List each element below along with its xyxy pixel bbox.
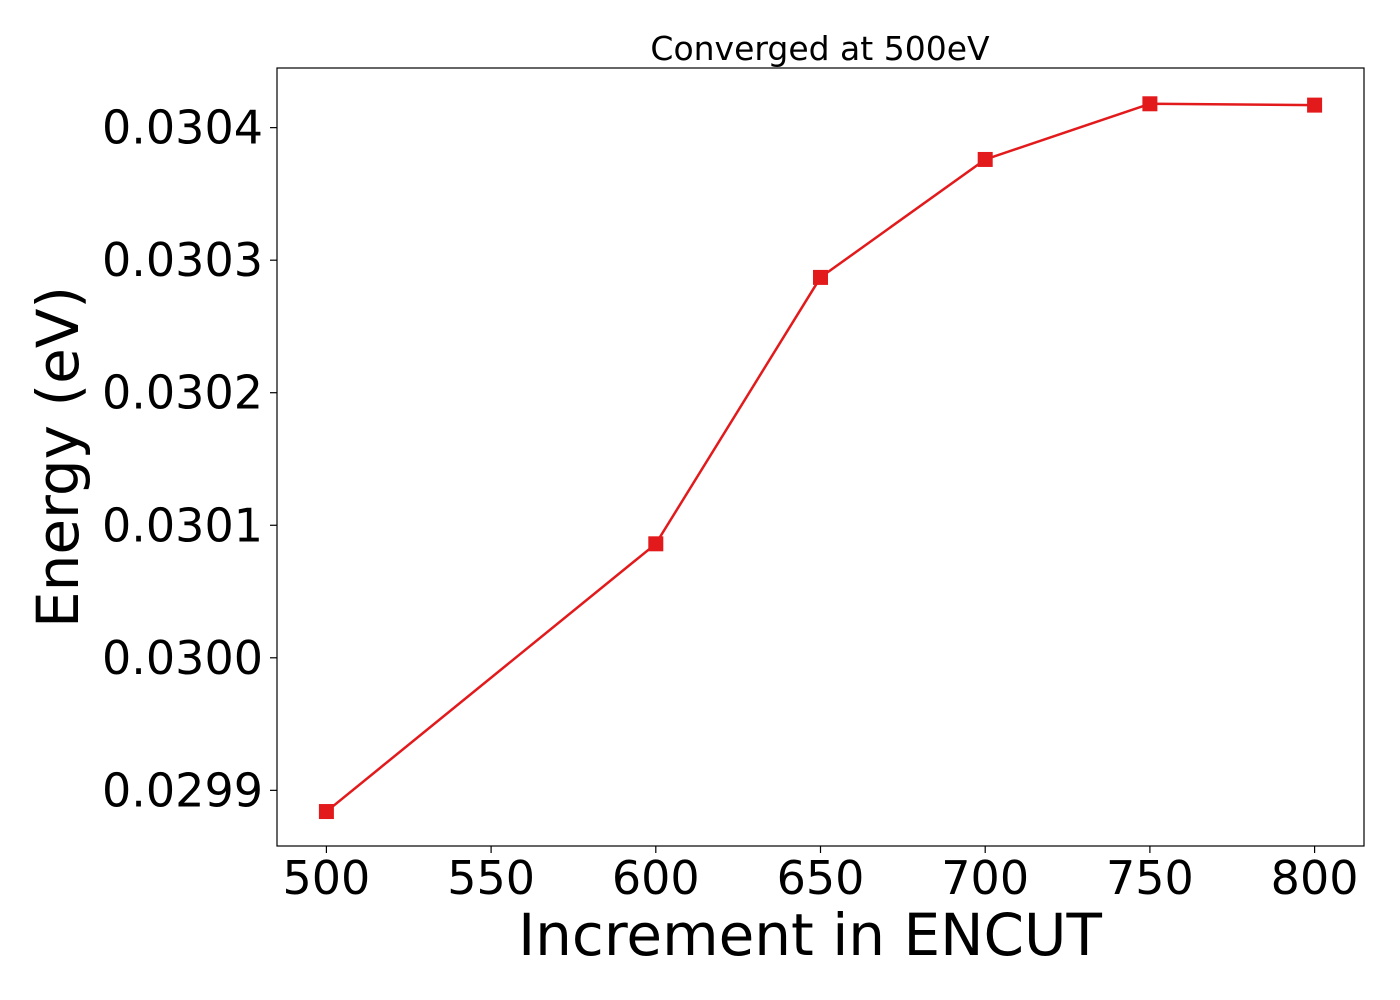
plot-area	[276, 67, 1365, 847]
series-line	[325, 102, 1315, 813]
y-tick-label: 0.0300	[102, 631, 263, 685]
data-point	[648, 536, 664, 552]
data-point	[813, 269, 828, 285]
x-tick-label: 550	[447, 851, 535, 905]
x-tick-label: 750	[1106, 851, 1194, 905]
x-axis: 500 550 600 650 700 750 800	[283, 846, 1359, 905]
x-tick-label: 700	[941, 851, 1029, 905]
y-tick-label: 0.0302	[102, 366, 263, 420]
x-tick-label: 650	[777, 851, 865, 905]
data-point	[1307, 97, 1323, 113]
y-tick-label: 0.0301	[102, 498, 263, 552]
x-tick-label: 500	[283, 851, 371, 905]
y-axis: 0.0299 0.0300 0.0301 0.0302 0.0303 0.0304	[102, 101, 277, 817]
data-point	[318, 804, 334, 820]
y-axis-label: Energy (eV)	[24, 286, 92, 628]
x-axis-label: Increment in ENCUT	[518, 901, 1102, 969]
x-tick-label: 600	[612, 851, 700, 905]
data-point	[1142, 96, 1158, 112]
chart-title: Converged at 500eV	[650, 29, 990, 68]
data-point	[977, 151, 993, 167]
x-tick-label: 800	[1271, 851, 1359, 905]
y-tick-label: 0.0303	[102, 233, 263, 287]
y-tick-label: 0.0299	[102, 763, 263, 817]
y-tick-label: 0.0304	[102, 101, 263, 155]
series-layer	[318, 96, 1323, 820]
